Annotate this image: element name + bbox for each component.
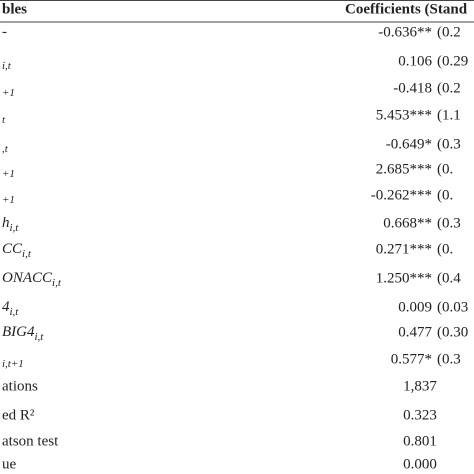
coefficient: 0.009 bbox=[398, 299, 432, 315]
label-sub: i,t bbox=[10, 306, 20, 318]
coefficient: 5.453*** bbox=[376, 107, 432, 123]
label-sub: i,t bbox=[10, 222, 20, 234]
stat-label: atson test bbox=[2, 433, 59, 449]
header-cell: Coefficients (Stand bbox=[345, 1, 468, 17]
row-label: - bbox=[2, 24, 7, 40]
label-sub: +1 bbox=[2, 194, 15, 206]
row-label: t bbox=[2, 114, 6, 126]
label-sub: i,t bbox=[35, 331, 45, 343]
std-error: (0.3 bbox=[437, 215, 461, 231]
std-error: (1.1 bbox=[437, 107, 461, 123]
row-label: hi,t bbox=[2, 215, 19, 233]
coefficient: -0.262*** bbox=[371, 187, 432, 203]
stat-label: ue bbox=[2, 456, 17, 472]
std-error: (0.4 bbox=[437, 270, 461, 286]
std-error: (0.3 bbox=[437, 351, 461, 367]
label-sub: i,t bbox=[52, 277, 62, 289]
std-error: (0. bbox=[437, 241, 453, 257]
coefficient: 0.106 bbox=[398, 53, 432, 69]
label-sub: i,t bbox=[22, 248, 32, 260]
std-error: (0. bbox=[437, 187, 453, 203]
coefficient: -0.649* bbox=[386, 136, 432, 152]
stat-value: 0.801 bbox=[403, 433, 437, 449]
stat-value: 0.323 bbox=[403, 407, 437, 423]
std-error: (0.29 bbox=[437, 53, 468, 69]
row-label: BIG4i,t bbox=[2, 324, 44, 342]
coefficient: 0.477 bbox=[398, 324, 432, 340]
stat-value: 1,837 bbox=[403, 378, 437, 394]
std-error: (0.2 bbox=[437, 24, 461, 40]
row-label: +1 bbox=[2, 168, 15, 180]
row-label: +1 bbox=[2, 87, 15, 99]
row-label: i,t+1 bbox=[2, 358, 24, 370]
coefficient: -0.418 bbox=[393, 80, 432, 96]
stat-label: ations bbox=[2, 378, 38, 394]
stat-value: 0.000 bbox=[403, 456, 437, 472]
label-sub: t bbox=[2, 114, 6, 126]
row-label: ,t bbox=[2, 143, 9, 155]
stat-label: ed R² bbox=[2, 407, 35, 423]
label-sub: ,t bbox=[2, 143, 9, 155]
row-label: CCi,t bbox=[2, 241, 32, 259]
label-main: ONACC bbox=[2, 270, 53, 286]
coefficient: 1.250*** bbox=[376, 270, 432, 286]
std-error: (0. bbox=[437, 161, 453, 177]
header-cell: bles bbox=[2, 1, 27, 17]
label-sub: i,t+1 bbox=[2, 358, 24, 370]
std-error: (0.3 bbox=[437, 136, 461, 152]
label-main: h bbox=[2, 215, 10, 231]
row-label: i,t bbox=[2, 60, 12, 72]
std-error: (0.03 bbox=[437, 299, 468, 315]
label-sub: +1 bbox=[2, 168, 15, 180]
row-label: ONACCi,t bbox=[2, 270, 62, 288]
label-main: - bbox=[2, 24, 7, 40]
label-sub: +1 bbox=[2, 87, 15, 99]
coefficient: 0.577* bbox=[391, 351, 432, 367]
label-sub: i,t bbox=[2, 60, 12, 72]
row-label: +1 bbox=[2, 194, 15, 206]
std-error: (0.30 bbox=[437, 324, 468, 340]
row-label: 4i,t bbox=[2, 299, 19, 317]
coefficient: 2.685*** bbox=[376, 161, 432, 177]
std-error: (0.2 bbox=[437, 80, 461, 96]
label-main: 4 bbox=[2, 299, 10, 315]
label-main: CC bbox=[2, 241, 23, 257]
label-main: BIG4 bbox=[2, 324, 35, 340]
coefficient: -0.636** bbox=[378, 24, 432, 40]
coefficient: 0.668** bbox=[383, 215, 432, 231]
coefficient: 0.271*** bbox=[376, 241, 432, 257]
